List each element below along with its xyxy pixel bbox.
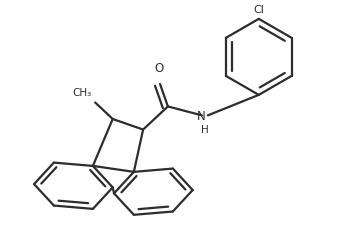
Text: Cl: Cl [253, 5, 264, 15]
Text: N: N [196, 110, 205, 123]
Text: H: H [201, 125, 209, 135]
Text: CH₃: CH₃ [73, 88, 92, 98]
Text: O: O [154, 62, 163, 75]
